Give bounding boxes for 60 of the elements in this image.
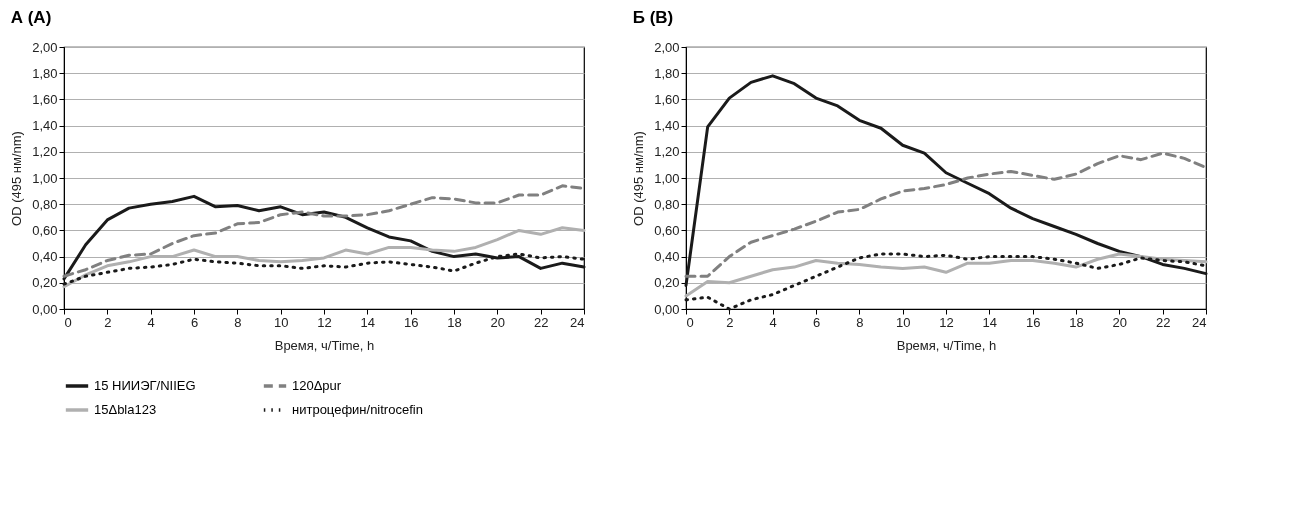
x-tick-label: 14 — [360, 314, 376, 330]
x-tick-label: 8 — [234, 314, 242, 330]
y-tick-label: 1,20 — [654, 144, 680, 160]
y-tick-label: 0,80 — [654, 196, 680, 212]
y-tick-label: 0,20 — [32, 275, 58, 291]
y-axis-title: OD (495 нм/nm) — [9, 131, 25, 226]
x-tick-label: 4 — [147, 314, 155, 330]
y-tick-label: 0,60 — [32, 222, 58, 238]
x-tick-label: 6 — [812, 314, 821, 330]
x-tick-label: 0 — [686, 314, 694, 330]
y-tick-label: 1,00 — [32, 170, 58, 186]
y-tick-label: 0,40 — [32, 249, 58, 265]
y-tick-label: 0,40 — [654, 249, 680, 265]
x-tick-label: 24 — [570, 314, 585, 330]
y-tick-label: 0,00 — [32, 301, 58, 317]
x-tick-label: 12 — [317, 314, 332, 330]
x-tick-label: 14 — [982, 314, 998, 330]
y-tick-label: 2,00 — [32, 39, 58, 55]
chart-title: А (A) — [10, 8, 52, 27]
x-tick-label: 22 — [1155, 314, 1171, 330]
x-tick-label: 2 — [726, 314, 734, 330]
line-series — [684, 151, 1208, 278]
x-tick-label: 4 — [769, 314, 777, 330]
y-tick-label: 0,00 — [654, 301, 680, 317]
x-tick-label: 22 — [533, 314, 549, 330]
x-tick-label: 16 — [1025, 314, 1041, 330]
y-tick-label: 1,80 — [32, 65, 58, 81]
y-axis-title: OD (495 нм/nm) — [631, 131, 647, 226]
y-tick-label: 1,80 — [654, 65, 680, 81]
y-tick-label: 0,20 — [654, 275, 680, 291]
x-tick-label: 12 — [939, 314, 954, 330]
line-series — [684, 252, 1208, 298]
legend-label: нитроцефин/nitrocefin — [292, 402, 423, 417]
x-axis-title: Время, ч/Time, h — [896, 337, 997, 353]
x-tick-label: 18 — [1069, 314, 1084, 330]
x-axis-title: Время, ч/Time, h — [274, 337, 375, 353]
chart-title: Б (B) — [632, 8, 674, 27]
y-tick-label: 2,00 — [654, 39, 680, 55]
legend-label: 15Δbla123 — [94, 402, 157, 417]
y-tick-label: 1,20 — [32, 144, 58, 160]
x-tick-label: 24 — [1192, 314, 1207, 330]
legend-label: 15 НИИЭГ/NIIEG — [94, 378, 196, 393]
x-tick-label: 2 — [104, 314, 112, 330]
x-tick-label: 10 — [895, 314, 911, 330]
y-tick-label: 1,60 — [654, 91, 680, 107]
x-tick-label: 6 — [190, 314, 199, 330]
y-tick-label: 1,60 — [32, 91, 58, 107]
y-tick-label: 1,40 — [32, 118, 58, 134]
legend-label: 120Δpur — [292, 378, 342, 393]
x-tick-label: 10 — [273, 314, 289, 330]
x-tick-label: 0 — [64, 314, 72, 330]
y-tick-label: 1,00 — [654, 170, 680, 186]
y-tick-label: 0,60 — [654, 222, 680, 238]
y-tick-label: 0,80 — [32, 196, 58, 212]
x-tick-label: 20 — [1112, 314, 1128, 330]
x-tick-label: 8 — [856, 314, 864, 330]
x-tick-label: 16 — [403, 314, 419, 330]
y-tick-label: 1,40 — [654, 118, 680, 134]
x-tick-label: 20 — [490, 314, 506, 330]
x-tick-label: 18 — [447, 314, 462, 330]
